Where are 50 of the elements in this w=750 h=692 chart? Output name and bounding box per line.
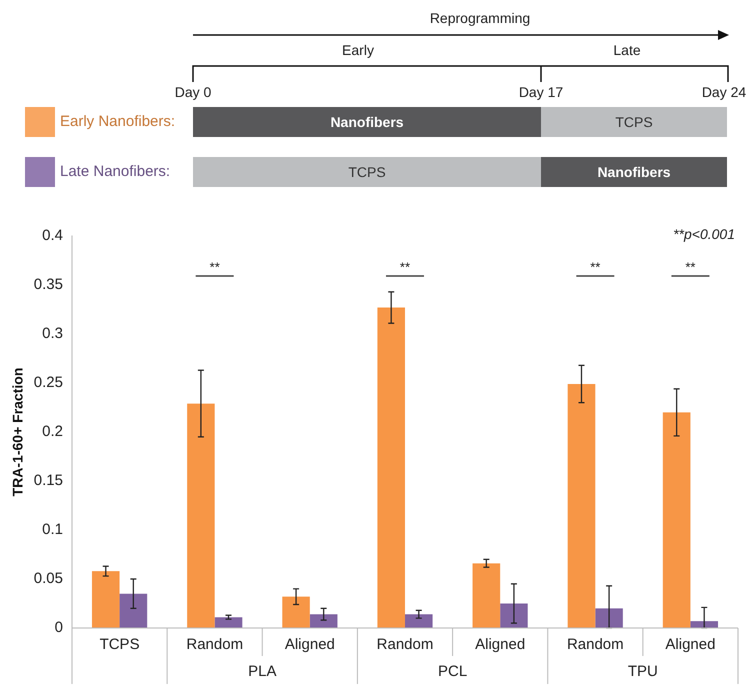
text: TPU xyxy=(628,663,658,680)
bar xyxy=(662,412,690,628)
y-axis-title: TRA-1-60+ Fraction xyxy=(9,368,26,496)
text: Reprogramming xyxy=(430,10,530,26)
x-tick-label: Random xyxy=(186,636,244,654)
timeline-block: TCPS xyxy=(193,157,541,187)
y-tick-label: 0.1 xyxy=(42,521,63,538)
text: PLA xyxy=(248,663,276,680)
bar xyxy=(92,571,120,628)
text: Day 0 xyxy=(174,84,212,100)
x-tick-label: TCPS xyxy=(100,636,140,654)
timeline-block: Nanofibers xyxy=(541,157,727,187)
bar xyxy=(500,604,528,628)
bar xyxy=(595,608,623,628)
text: PCL xyxy=(438,663,468,680)
y-tick-label: 0.05 xyxy=(34,570,63,588)
y-tick-label: 0.4 xyxy=(42,227,63,244)
legend-label: Late Nanofibers: xyxy=(60,163,170,180)
text: Early xyxy=(342,42,374,58)
annotation: **p<0.001 xyxy=(673,226,735,242)
legend-label: Early Nanofibers: xyxy=(60,113,176,130)
timeline-block: Nanofibers xyxy=(193,107,541,137)
text: Day 17 xyxy=(518,84,564,100)
x-tick-label: Aligned xyxy=(665,636,716,654)
y-tick-label: 0.25 xyxy=(34,374,63,392)
annotation: ** xyxy=(590,260,600,275)
bar xyxy=(187,404,215,628)
bar xyxy=(377,308,405,628)
x-tick-label: Aligned xyxy=(284,636,335,654)
bar xyxy=(282,596,310,628)
y-tick-label: 0 xyxy=(54,619,63,636)
y-tick-label: 0.35 xyxy=(34,276,63,294)
x-tick-label: Random xyxy=(376,636,434,654)
bar xyxy=(120,594,148,628)
text: Late xyxy=(613,42,641,58)
annotation: ** xyxy=(685,260,696,275)
y-tick-label: 0.3 xyxy=(42,325,63,342)
bar xyxy=(214,617,242,628)
x-tick-label: Random xyxy=(566,636,624,654)
bar xyxy=(472,563,500,628)
text: Day 24 xyxy=(702,84,746,100)
bar xyxy=(404,614,433,628)
annotation: ** xyxy=(210,260,220,275)
annotation: ** xyxy=(400,260,410,275)
bar xyxy=(568,384,596,628)
x-tick-label: Aligned xyxy=(475,636,526,654)
timeline-block: TCPS xyxy=(541,107,727,137)
y-tick-label: 0.2 xyxy=(42,423,63,440)
y-tick-label: 0.15 xyxy=(34,472,63,490)
bar xyxy=(310,614,338,628)
